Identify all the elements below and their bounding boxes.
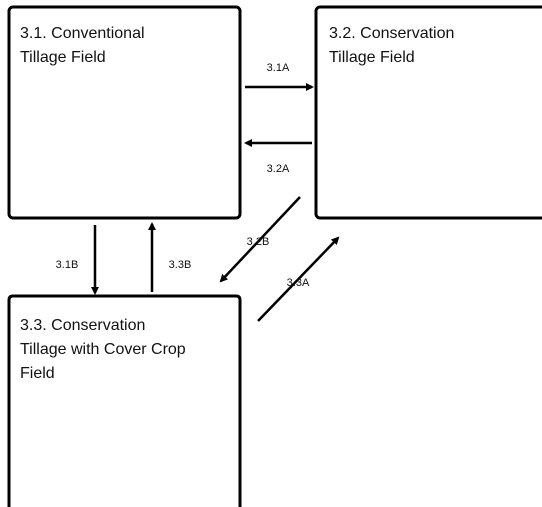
edge-label: 3.2A	[267, 163, 290, 175]
edge-label: 3.2B	[247, 236, 270, 248]
node-label: Tillage Field	[329, 49, 415, 66]
node-label: Tillage with Cover Crop	[20, 341, 186, 358]
node-label: Field	[20, 365, 55, 382]
node-box	[314, 5, 542, 220]
edge-label: 3.1A	[267, 62, 290, 74]
node-box	[7, 5, 242, 220]
arrow	[257, 236, 340, 322]
edge-label: 3.1B	[56, 259, 79, 271]
node-label: 3.1. Conventional	[20, 25, 145, 42]
node-label: 3.3. Conservation	[20, 317, 145, 334]
node-box	[7, 294, 242, 507]
node-label: 3.2. Conservation	[329, 25, 454, 42]
node-label: Tillage Field	[20, 49, 106, 66]
arrow	[219, 196, 301, 283]
edge-label: 3.3A	[287, 277, 310, 289]
edge-label: 3.3B	[169, 259, 192, 271]
